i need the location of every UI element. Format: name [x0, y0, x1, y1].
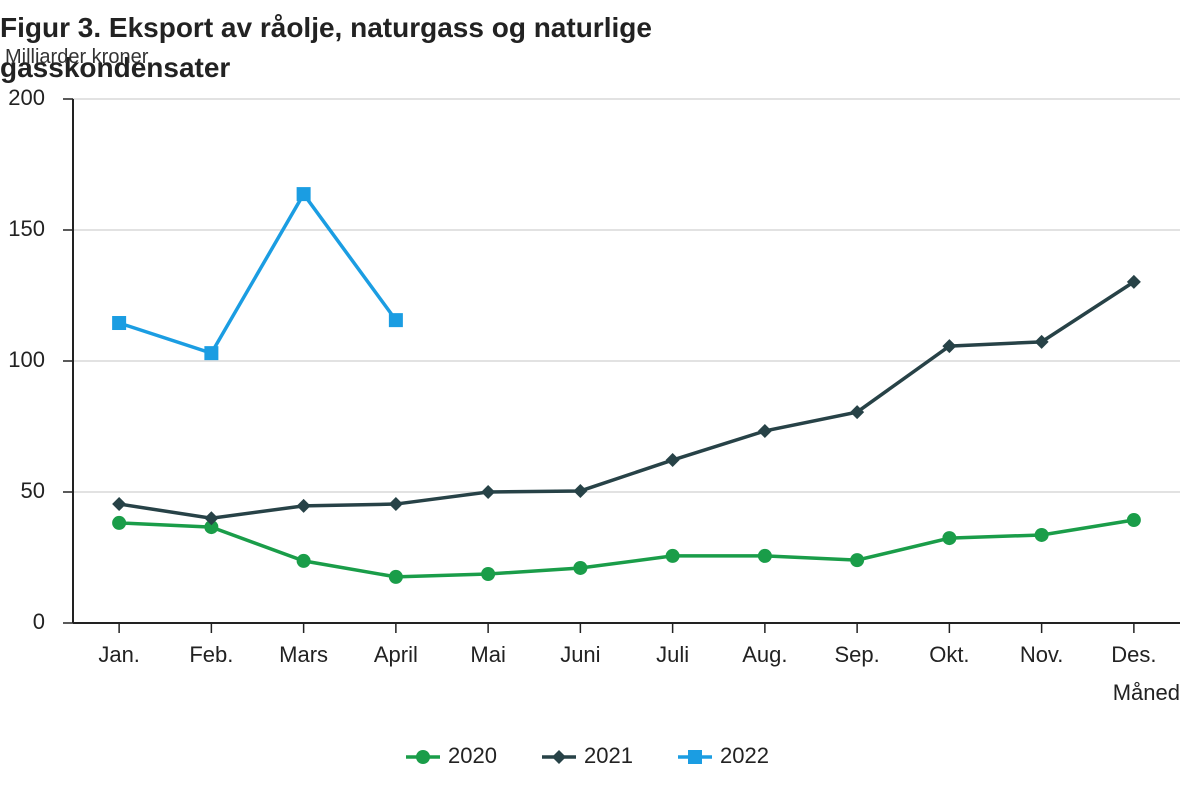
x-tick-label: Mai	[470, 642, 505, 667]
marker	[942, 531, 957, 546]
legend-label: 2022	[720, 743, 769, 768]
marker	[112, 497, 127, 512]
marker	[481, 567, 496, 582]
marker	[112, 515, 127, 530]
marker	[552, 750, 566, 764]
marker	[416, 750, 430, 764]
marker	[850, 553, 865, 568]
marker	[850, 405, 865, 420]
marker	[757, 548, 772, 563]
marker	[204, 520, 219, 535]
x-axis-label: Måned	[1113, 680, 1180, 705]
marker	[204, 511, 219, 526]
series-line	[118, 280, 1135, 520]
x-tick-label: Des.	[1111, 642, 1156, 667]
x-tick-label: Mars	[279, 642, 328, 667]
marker	[388, 569, 403, 584]
marker	[1034, 334, 1049, 349]
marker	[757, 423, 772, 438]
marker	[1126, 513, 1141, 528]
marker	[388, 313, 403, 328]
y-axis-label: Milliarder kroner	[5, 46, 149, 68]
x-tick-label: Feb.	[189, 642, 233, 667]
x-tick-label: Nov.	[1020, 642, 1064, 667]
y-tick-label: 50	[21, 478, 45, 503]
x-tick-label: Juni	[560, 642, 600, 667]
marker	[942, 339, 957, 354]
y-tick-label: 200	[8, 85, 45, 110]
marker	[296, 553, 311, 568]
marker	[1126, 274, 1141, 289]
marker	[296, 187, 311, 202]
marker	[112, 316, 127, 331]
y-tick-label: 100	[8, 347, 45, 372]
x-tick-label: Sep.	[834, 642, 879, 667]
marker	[573, 560, 588, 575]
marker	[688, 750, 702, 764]
marker	[296, 498, 311, 513]
series-line	[119, 518, 1135, 579]
x-tick-label: Jan.	[98, 642, 140, 667]
marker	[204, 346, 219, 361]
marker	[665, 548, 680, 563]
y-tick-label: 150	[8, 216, 45, 241]
series-line	[118, 190, 398, 356]
legend-label: 2021	[584, 743, 633, 768]
marker	[481, 485, 496, 499]
y-tick-label: 0	[33, 609, 45, 634]
legend-label: 2020	[448, 743, 497, 768]
x-tick-label: Juli	[656, 642, 689, 667]
chart-title: Figur 3. Eksport av råolje, naturgass og…	[0, 12, 652, 83]
marker	[573, 483, 588, 498]
marker	[388, 497, 403, 512]
x-tick-label: Okt.	[929, 642, 969, 667]
marker	[1034, 527, 1049, 542]
marker	[665, 453, 680, 468]
x-tick-label: Aug.	[742, 642, 787, 667]
x-tick-label: April	[374, 642, 418, 667]
